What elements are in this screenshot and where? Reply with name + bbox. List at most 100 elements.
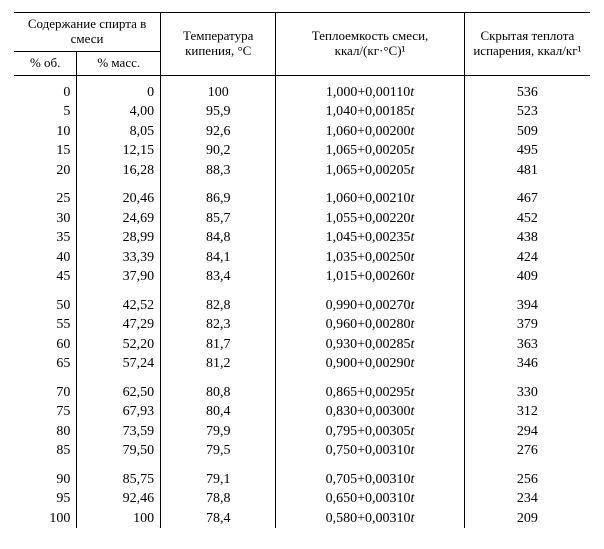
cell-heat-capacity: 1,035+0,00250t [276, 248, 465, 268]
cell-percent-mass: 0 [77, 75, 161, 102]
cell-boiling-temp: 95,9 [161, 102, 276, 122]
cell-percent-mass: 92,46 [77, 489, 161, 509]
cell-percent-mass: 28,99 [77, 228, 161, 248]
cell-percent-volume: 50 [14, 287, 77, 316]
cell-latent-heat: 234 [464, 489, 590, 509]
cell-boiling-temp: 79,1 [161, 461, 276, 490]
cell-heat-capacity: 1,045+0,00235t [276, 228, 465, 248]
cell-percent-mass: 67,93 [77, 402, 161, 422]
cell-heat-capacity: 0,830+0,00300t [276, 402, 465, 422]
cell-heat-capacity: 1,055+0,00220t [276, 209, 465, 229]
cell-percent-volume: 100 [14, 509, 77, 529]
table-row: 5042,5282,80,990+0,00270t394 [14, 287, 590, 316]
table-row: 1512,1590,21,065+0,00205t495 [14, 141, 590, 161]
cell-latent-heat: 330 [464, 374, 590, 403]
cell-percent-mass: 85,75 [77, 461, 161, 490]
cell-heat-capacity: 1,015+0,00260t [276, 267, 465, 287]
cell-latent-heat: 276 [464, 441, 590, 461]
header-heat-capacity: Теплоемкость смеси, ккал/(кг·°С)¹ [276, 13, 465, 76]
cell-percent-volume: 70 [14, 374, 77, 403]
cell-heat-capacity: 1,060+0,00200t [276, 122, 465, 142]
cell-boiling-temp: 90,2 [161, 141, 276, 161]
cell-percent-volume: 55 [14, 315, 77, 335]
cell-heat-capacity: 1,065+0,00205t [276, 141, 465, 161]
cell-heat-capacity: 0,930+0,00285t [276, 335, 465, 355]
table-row: 9085,7579,10,705+0,00310t256 [14, 461, 590, 490]
cell-percent-mass: 4,00 [77, 102, 161, 122]
cell-boiling-temp: 78,4 [161, 509, 276, 529]
cell-latent-heat: 346 [464, 354, 590, 374]
cell-heat-capacity: 1,065+0,00205t [276, 161, 465, 181]
cell-boiling-temp: 88,3 [161, 161, 276, 181]
table-header: Содержание спирта в смеси Температура ки… [14, 13, 590, 76]
cell-boiling-temp: 83,4 [161, 267, 276, 287]
table-row: 6557,2481,20,900+0,00290t346 [14, 354, 590, 374]
cell-percent-mass: 62,50 [77, 374, 161, 403]
table-row: 3024,6985,71,055+0,00220t452 [14, 209, 590, 229]
cell-heat-capacity: 1,060+0,00210t [276, 180, 465, 209]
cell-latent-heat: 394 [464, 287, 590, 316]
cell-boiling-temp: 84,8 [161, 228, 276, 248]
cell-boiling-temp: 100 [161, 75, 276, 102]
cell-percent-volume: 60 [14, 335, 77, 355]
table-row: 8579,5079,50,750+0,00310t276 [14, 441, 590, 461]
cell-boiling-temp: 80,4 [161, 402, 276, 422]
cell-percent-volume: 65 [14, 354, 77, 374]
header-percent-mass: % масс. [77, 51, 161, 75]
table-row: 4537,9083,41,015+0,00260t409 [14, 267, 590, 287]
cell-percent-volume: 90 [14, 461, 77, 490]
cell-percent-mass: 20,46 [77, 180, 161, 209]
cell-latent-heat: 424 [464, 248, 590, 268]
cell-percent-volume: 0 [14, 75, 77, 102]
cell-latent-heat: 294 [464, 422, 590, 442]
cell-percent-mass: 52,20 [77, 335, 161, 355]
cell-boiling-temp: 85,7 [161, 209, 276, 229]
cell-heat-capacity: 0,650+0,00310t [276, 489, 465, 509]
cell-percent-volume: 30 [14, 209, 77, 229]
cell-boiling-temp: 82,3 [161, 315, 276, 335]
cell-percent-mass: 47,29 [77, 315, 161, 335]
cell-latent-heat: 523 [464, 102, 590, 122]
cell-percent-mass: 73,59 [77, 422, 161, 442]
cell-percent-volume: 95 [14, 489, 77, 509]
table-body: 001001,000+0,00110t53654,0095,91,040+0,0… [14, 75, 590, 528]
table-row: 108,0592,61,060+0,00200t509 [14, 122, 590, 142]
table-row: 4033,3984,11,035+0,00250t424 [14, 248, 590, 268]
cell-boiling-temp: 81,2 [161, 354, 276, 374]
cell-latent-heat: 379 [464, 315, 590, 335]
cell-percent-volume: 15 [14, 141, 77, 161]
cell-boiling-temp: 86,9 [161, 180, 276, 209]
table-row: 7062,5080,80,865+0,00295t330 [14, 374, 590, 403]
cell-boiling-temp: 78,8 [161, 489, 276, 509]
cell-percent-mass: 8,05 [77, 122, 161, 142]
cell-percent-volume: 35 [14, 228, 77, 248]
cell-heat-capacity: 0,580+0,00310t [276, 509, 465, 529]
table-row: 10010078,40,580+0,00310t209 [14, 509, 590, 529]
cell-percent-mass: 42,52 [77, 287, 161, 316]
cell-percent-mass: 24,69 [77, 209, 161, 229]
cell-percent-volume: 85 [14, 441, 77, 461]
cell-percent-mass: 16,28 [77, 161, 161, 181]
cell-percent-volume: 25 [14, 180, 77, 209]
table-row: 7567,9380,40,830+0,00300t312 [14, 402, 590, 422]
cell-boiling-temp: 81,7 [161, 335, 276, 355]
cell-latent-heat: 467 [464, 180, 590, 209]
cell-heat-capacity: 0,960+0,00280t [276, 315, 465, 335]
header-alcohol-content: Содержание спирта в смеси [14, 13, 161, 52]
cell-boiling-temp: 79,9 [161, 422, 276, 442]
table-row: 6052,2081,70,930+0,00285t363 [14, 335, 590, 355]
table-row: 54,0095,91,040+0,00185t523 [14, 102, 590, 122]
cell-latent-heat: 363 [464, 335, 590, 355]
cell-boiling-temp: 80,8 [161, 374, 276, 403]
header-percent-volume: % об. [14, 51, 77, 75]
cell-percent-volume: 20 [14, 161, 77, 181]
cell-heat-capacity: 0,750+0,00310t [276, 441, 465, 461]
cell-heat-capacity: 0,795+0,00305t [276, 422, 465, 442]
cell-heat-capacity: 0,990+0,00270t [276, 287, 465, 316]
cell-latent-heat: 452 [464, 209, 590, 229]
cell-boiling-temp: 84,1 [161, 248, 276, 268]
cell-heat-capacity: 1,000+0,00110t [276, 75, 465, 102]
cell-heat-capacity: 0,900+0,00290t [276, 354, 465, 374]
cell-percent-volume: 75 [14, 402, 77, 422]
table-row: 3528,9984,81,045+0,00235t438 [14, 228, 590, 248]
